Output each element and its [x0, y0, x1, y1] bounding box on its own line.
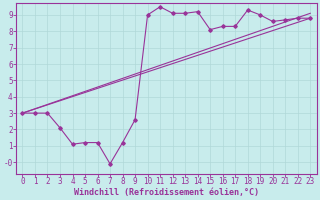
X-axis label: Windchill (Refroidissement éolien,°C): Windchill (Refroidissement éolien,°C) — [74, 188, 259, 197]
